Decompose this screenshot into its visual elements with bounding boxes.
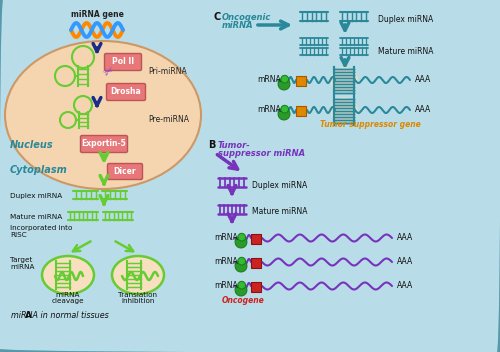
Text: Duplex miRNA: Duplex miRNA (10, 193, 62, 199)
Text: suppressor miRNA: suppressor miRNA (218, 149, 305, 158)
Text: Tumor suppressor gene: Tumor suppressor gene (320, 120, 420, 129)
Ellipse shape (330, 67, 358, 93)
Bar (251, 234, 261, 244)
Text: Exportin-5: Exportin-5 (82, 139, 126, 149)
Text: mRNA: mRNA (214, 282, 238, 290)
Circle shape (235, 260, 247, 272)
Text: Oncogenic: Oncogenic (222, 13, 272, 22)
Text: cleavage: cleavage (52, 298, 84, 304)
Text: B: B (208, 140, 216, 150)
Circle shape (238, 281, 246, 289)
Bar (296, 76, 306, 86)
Text: Oncogene: Oncogene (222, 296, 264, 305)
Bar (296, 106, 306, 116)
Text: Incorporated into: Incorporated into (10, 225, 72, 231)
Text: mRNA: mRNA (214, 258, 238, 266)
Circle shape (235, 284, 247, 296)
Text: AAA: AAA (397, 282, 413, 290)
Text: Pri-miRNA: Pri-miRNA (148, 68, 187, 76)
Text: AAA: AAA (397, 258, 413, 266)
Circle shape (281, 105, 288, 113)
Text: inhibition: inhibition (122, 298, 154, 304)
Text: Duplex miRNA: Duplex miRNA (252, 181, 307, 189)
Text: A: A (24, 311, 32, 320)
Ellipse shape (5, 41, 201, 189)
Text: Translation: Translation (118, 292, 158, 298)
Text: Dicer: Dicer (114, 168, 136, 176)
Text: RISC: RISC (10, 232, 27, 238)
FancyBboxPatch shape (108, 163, 142, 180)
Text: miRNA gene: miRNA gene (70, 10, 124, 19)
Text: Cytoplasm: Cytoplasm (10, 165, 68, 175)
Text: Pre-miRNA: Pre-miRNA (148, 115, 189, 125)
Text: miRNA in normal tissues: miRNA in normal tissues (11, 311, 109, 320)
FancyBboxPatch shape (104, 54, 142, 70)
Circle shape (235, 236, 247, 248)
Text: miRNA: miRNA (10, 264, 34, 270)
Text: Tumor-: Tumor- (218, 141, 251, 150)
Text: miRNA: miRNA (222, 21, 254, 30)
Text: ✂: ✂ (101, 63, 116, 80)
Circle shape (238, 233, 246, 241)
Text: Target: Target (10, 257, 32, 263)
Text: Drosha: Drosha (110, 88, 142, 96)
Circle shape (281, 75, 288, 83)
Text: Mature miRNA: Mature miRNA (10, 214, 62, 220)
FancyBboxPatch shape (80, 136, 128, 152)
Text: C: C (213, 12, 220, 22)
Text: Nucleus: Nucleus (10, 140, 54, 150)
Text: Mature miRNA: Mature miRNA (378, 48, 434, 57)
Text: mRNA: mRNA (214, 233, 238, 243)
Text: mRNA: mRNA (257, 75, 281, 84)
Text: AAA: AAA (397, 233, 413, 243)
Text: Mature miRNA: Mature miRNA (252, 207, 308, 216)
Text: Pol II: Pol II (112, 57, 134, 67)
Bar (251, 282, 261, 292)
Ellipse shape (42, 256, 94, 294)
Circle shape (278, 108, 290, 120)
Text: AAA: AAA (415, 106, 431, 114)
Ellipse shape (112, 256, 164, 294)
Bar (251, 258, 261, 268)
Text: AAA: AAA (415, 75, 431, 84)
Text: miRNA: miRNA (56, 292, 80, 298)
FancyBboxPatch shape (106, 83, 146, 101)
Text: mRNA: mRNA (257, 106, 281, 114)
Text: Duplex miRNA: Duplex miRNA (378, 14, 433, 24)
Ellipse shape (330, 97, 358, 123)
Circle shape (238, 257, 246, 265)
Circle shape (278, 78, 290, 90)
